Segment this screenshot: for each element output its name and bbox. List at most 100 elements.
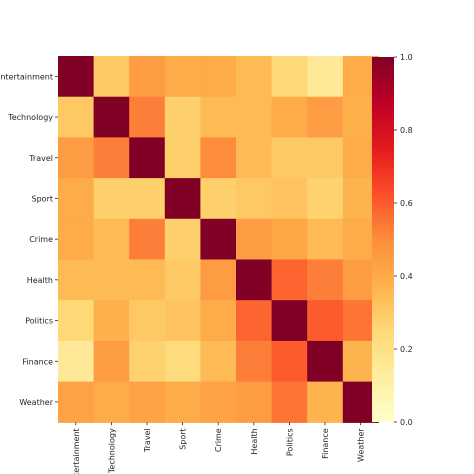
heatmap-cell xyxy=(307,259,344,301)
heatmap-cell xyxy=(164,218,201,261)
x-tick-label: Health xyxy=(250,428,259,454)
heatmap-cell xyxy=(307,381,344,423)
heatmap-cell xyxy=(93,137,130,179)
heatmap-cell xyxy=(58,300,95,342)
x-tick-label: Weather xyxy=(357,428,366,462)
colorbar-tick-label: 1.0 xyxy=(400,53,413,62)
heatmap-cell xyxy=(58,340,95,383)
y-tick-label: Politics xyxy=(25,317,53,326)
heatmap-cell xyxy=(164,137,201,179)
heatmap-cell xyxy=(271,137,308,179)
heatmap-cell xyxy=(129,218,166,261)
heatmap-cell xyxy=(58,259,95,301)
heatmap-cell xyxy=(307,56,344,98)
colorbar-tick-label: 0.0 xyxy=(400,418,413,427)
heatmap-cell xyxy=(200,96,237,138)
colorbar-tick-label: 0.8 xyxy=(400,126,413,135)
heatmap-cell xyxy=(271,300,308,342)
heatmap-cell xyxy=(93,381,130,423)
x-tick-label: Technology xyxy=(107,428,116,474)
heatmap-cell xyxy=(271,218,308,261)
heatmap-cell xyxy=(200,300,237,342)
heatmap-cell xyxy=(236,218,273,261)
colorbar-gradient xyxy=(372,57,394,422)
heatmap-cell xyxy=(93,300,130,342)
y-tick-label: Crime xyxy=(29,235,53,244)
heatmap-cell xyxy=(164,300,201,342)
heatmap-cell xyxy=(307,178,344,220)
heatmap-cell xyxy=(236,340,273,383)
heatmap-cell xyxy=(129,56,166,98)
heatmap-cell xyxy=(271,56,308,98)
heatmap-cell xyxy=(93,218,130,261)
heatmap-cell xyxy=(129,137,166,179)
heatmap-cell xyxy=(200,56,237,98)
heatmap-cell xyxy=(200,178,237,220)
heatmap-cell xyxy=(271,178,308,220)
heatmap-cell xyxy=(58,56,95,98)
heatmap-cell xyxy=(200,340,237,383)
heatmap-cell xyxy=(307,137,344,179)
heatmap-cell xyxy=(164,56,201,98)
heatmap-cell xyxy=(58,137,95,179)
x-tick-label: Finance xyxy=(321,428,330,459)
y-tick-label: Entertainment xyxy=(0,72,53,81)
y-tick-label: Health xyxy=(27,276,53,285)
heatmap-cell xyxy=(164,259,201,301)
heatmap-cell xyxy=(93,96,130,138)
x-tick-label: Crime xyxy=(214,428,223,452)
y-tick-label: Weather xyxy=(19,398,53,407)
heatmap-cell xyxy=(129,340,166,383)
heatmap-cell xyxy=(200,218,237,261)
heatmap-cell xyxy=(307,300,344,342)
heatmap-cell xyxy=(271,96,308,138)
x-tick-label: Politics xyxy=(285,428,294,456)
colorbar-tick-label: 0.6 xyxy=(400,199,413,208)
heatmap-cell xyxy=(236,137,273,179)
heatmap-cell xyxy=(271,340,308,383)
heatmap-cell xyxy=(129,381,166,423)
x-tick-label: Sport xyxy=(179,428,188,449)
heatmap-cell xyxy=(58,218,95,261)
heatmap-cell xyxy=(129,96,166,138)
heatmap-cell xyxy=(129,259,166,301)
heatmap-cell xyxy=(236,96,273,138)
colorbar-ticks: 0.0 0.2 0.4 0.6 0.8 1.0 xyxy=(394,53,413,427)
heatmap-cell xyxy=(271,381,308,423)
heatmap-cell xyxy=(164,381,201,423)
heatmap-cell xyxy=(307,340,344,383)
y-tick-labels: Entertainment Technology Travel Sport Crime H… xyxy=(0,72,58,407)
heatmap-cell xyxy=(164,96,201,138)
heatmap-cell xyxy=(200,137,237,179)
heatmap-cell xyxy=(271,259,308,301)
colorbar xyxy=(372,57,394,422)
heatmap-cell xyxy=(58,381,95,423)
x-tick-labels: Entertainment Technology Travel Sport Crime H… xyxy=(72,422,366,474)
heatmap-cells xyxy=(58,56,379,423)
heatmap-cell xyxy=(93,178,130,220)
heatmap-cell xyxy=(236,178,273,220)
heatmap-cell xyxy=(236,56,273,98)
x-tick-label: Travel xyxy=(143,428,152,453)
heatmap-cell xyxy=(307,218,344,261)
heatmap-cell xyxy=(129,300,166,342)
heatmap-cell xyxy=(164,178,201,220)
y-tick-label: Travel xyxy=(28,154,53,163)
heatmap-cell xyxy=(93,56,130,98)
y-tick-label: Finance xyxy=(22,357,53,366)
x-tick-label: Entertainment xyxy=(72,428,81,474)
heatmap-cell xyxy=(93,340,130,383)
heatmap-cell xyxy=(58,178,95,220)
colorbar-tick-label: 0.4 xyxy=(400,272,413,281)
heatmap-cell xyxy=(129,178,166,220)
heatmap-cell xyxy=(93,259,130,301)
heatmap-cell xyxy=(236,259,273,301)
heatmap-cell xyxy=(200,259,237,301)
colorbar-tick-label: 0.2 xyxy=(400,345,413,354)
heatmap-cell xyxy=(200,381,237,423)
y-tick-label: Technology xyxy=(7,113,53,122)
heatmap-cell xyxy=(164,340,201,383)
heatmap-cell xyxy=(307,96,344,138)
heatmap-cell xyxy=(236,300,273,342)
